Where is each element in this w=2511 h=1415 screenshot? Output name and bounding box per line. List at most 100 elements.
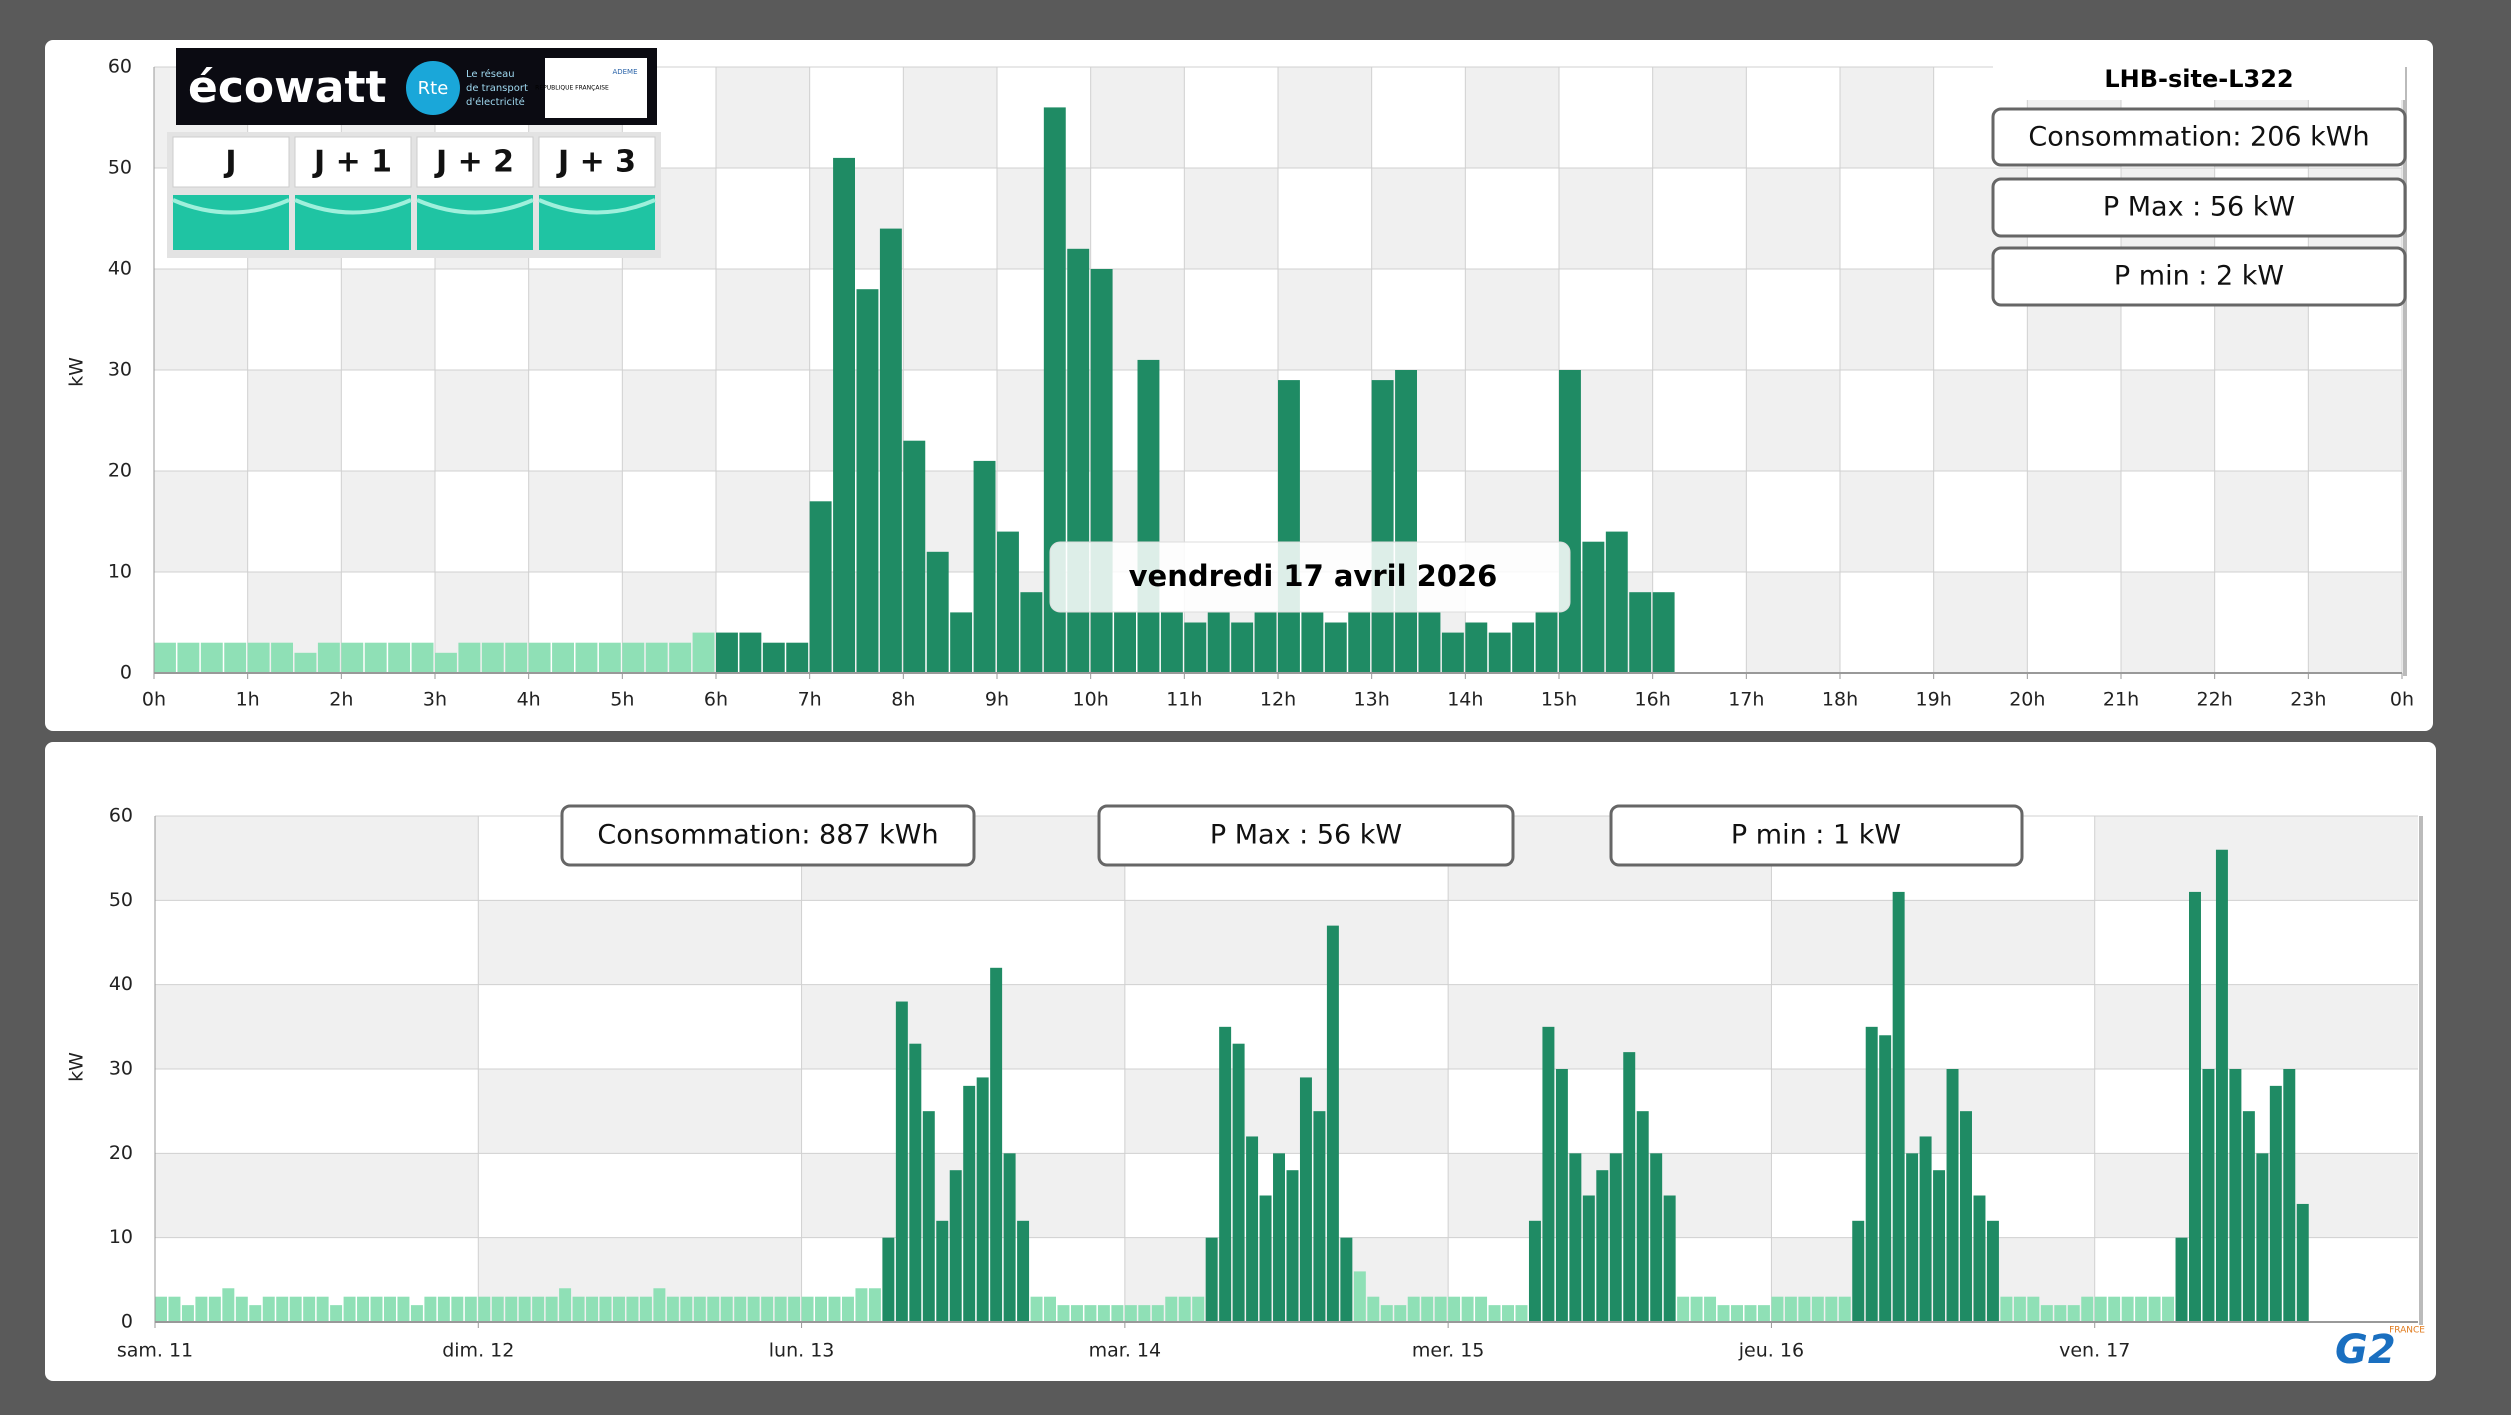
grid-cell bbox=[478, 1153, 802, 1238]
bar bbox=[788, 1296, 801, 1322]
bar bbox=[1367, 1296, 1380, 1322]
stat-box bbox=[1991, 107, 2407, 167]
bar bbox=[545, 1296, 558, 1322]
grid-cell bbox=[1448, 1069, 1772, 1154]
bar bbox=[1020, 592, 1043, 673]
bar bbox=[458, 642, 481, 673]
day-signal bbox=[417, 195, 533, 250]
bar bbox=[1205, 1237, 1218, 1322]
rte-text: d'électricité bbox=[466, 96, 525, 108]
grid-cell bbox=[478, 984, 802, 1069]
day-box bbox=[294, 136, 412, 188]
bar bbox=[505, 642, 528, 673]
bar bbox=[2296, 1203, 2309, 1322]
bar bbox=[1313, 1111, 1326, 1322]
bar bbox=[990, 967, 1003, 1322]
day-label: J + 2 bbox=[434, 145, 514, 180]
bar bbox=[2202, 1069, 2215, 1322]
bar bbox=[882, 1237, 895, 1322]
day-signal bbox=[539, 195, 655, 250]
x-tick-label: 7h bbox=[798, 689, 822, 711]
grid-cell bbox=[247, 370, 342, 471]
x-tick-label: 4h bbox=[517, 689, 541, 711]
bar bbox=[586, 1296, 599, 1322]
bar bbox=[1465, 622, 1488, 673]
grid-cell bbox=[1184, 269, 1278, 370]
bar bbox=[1246, 1136, 1259, 1322]
bar bbox=[1512, 622, 1535, 673]
y-tick-label: 30 bbox=[109, 1058, 133, 1080]
bar bbox=[1114, 612, 1136, 673]
grid-cell bbox=[154, 370, 248, 471]
bar bbox=[855, 1288, 868, 1322]
grid-cell bbox=[1448, 900, 1772, 985]
grid-cell bbox=[155, 1069, 479, 1154]
grid-cell bbox=[2094, 984, 2418, 1069]
x-tick-label: dim. 12 bbox=[442, 1340, 514, 1362]
x-tick-label: 23h bbox=[2290, 689, 2326, 711]
x-tick-label: 2h bbox=[329, 689, 353, 711]
grid-cell bbox=[1448, 984, 1772, 1069]
bar bbox=[1515, 1305, 1528, 1322]
bar bbox=[1395, 370, 1417, 673]
grid-cell bbox=[716, 67, 810, 168]
bar bbox=[1441, 632, 1464, 673]
bar bbox=[1299, 1077, 1312, 1322]
bar bbox=[1811, 1296, 1824, 1322]
bar bbox=[879, 228, 902, 673]
day-label: J + 1 bbox=[312, 145, 392, 180]
x-tick-label: 12h bbox=[1260, 689, 1296, 711]
grid-cell bbox=[2214, 572, 2309, 673]
grid-cell bbox=[155, 816, 479, 901]
stat-text: P Max : 56 kW bbox=[2103, 192, 2295, 223]
bar bbox=[1301, 612, 1324, 673]
bar bbox=[1569, 1153, 1582, 1322]
bar bbox=[1418, 612, 1441, 673]
bar bbox=[1650, 1153, 1663, 1322]
grid-cell bbox=[528, 471, 623, 572]
y-tick-label: 0 bbox=[120, 662, 132, 684]
grid-cell bbox=[2094, 816, 2418, 901]
grid-cell bbox=[155, 984, 479, 1069]
bar bbox=[692, 632, 715, 673]
bar bbox=[1137, 359, 1160, 673]
bar bbox=[1178, 1296, 1191, 1322]
bar bbox=[410, 1305, 423, 1322]
plot-bottom: 0 10 20 30 40 50 60 sam. 11 dim. 12 lun. 13 mar. 1… bbox=[109, 805, 2423, 1362]
bar bbox=[1434, 1296, 1447, 1322]
bar bbox=[841, 1296, 854, 1322]
grid-cell bbox=[622, 269, 716, 370]
grid-cell bbox=[1746, 370, 1840, 471]
x-tick-label: mer. 15 bbox=[1412, 1340, 1485, 1362]
g2-sub: FRANCE bbox=[2389, 1326, 2425, 1336]
signal-wave bbox=[172, 198, 290, 215]
bar bbox=[1919, 1136, 1932, 1322]
bar bbox=[572, 1296, 585, 1322]
bar bbox=[1559, 370, 1581, 673]
grid-cell bbox=[997, 67, 1091, 168]
bar bbox=[451, 1296, 464, 1322]
bar bbox=[437, 1296, 450, 1322]
bar bbox=[388, 642, 411, 673]
grid-cell bbox=[1465, 269, 1559, 370]
day-label: J bbox=[223, 145, 236, 180]
bar bbox=[747, 1296, 760, 1322]
bar bbox=[195, 1296, 208, 1322]
bar bbox=[2040, 1305, 2053, 1322]
bar bbox=[317, 642, 340, 673]
bar bbox=[177, 642, 200, 673]
bar bbox=[2000, 1296, 2013, 1322]
bar bbox=[1324, 622, 1347, 673]
grid-cell bbox=[1652, 67, 1747, 168]
bar bbox=[1273, 1153, 1285, 1322]
day-label: J + 3 bbox=[556, 145, 636, 180]
x-tick-label: 10h bbox=[1073, 689, 1109, 711]
grid-cell bbox=[1746, 269, 1840, 370]
grid-cell bbox=[1840, 370, 1934, 471]
grid-cell bbox=[341, 471, 435, 572]
bar bbox=[1946, 1069, 1959, 1322]
grid-cell bbox=[341, 269, 435, 370]
bar bbox=[976, 1077, 989, 1322]
bar bbox=[1535, 612, 1558, 673]
bar bbox=[154, 642, 176, 673]
